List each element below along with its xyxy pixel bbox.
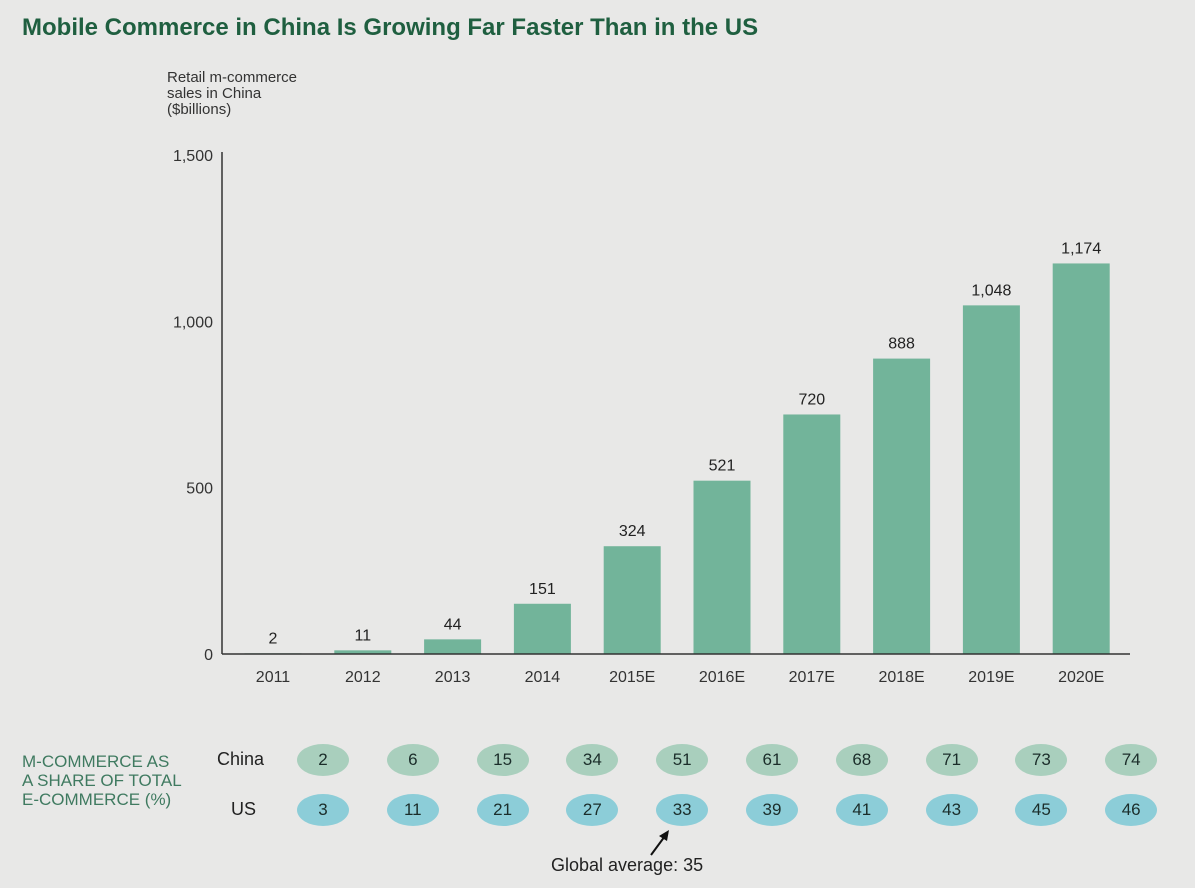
share-pill-china: 6 (386, 744, 439, 776)
share-pill-us: 33 (656, 794, 709, 826)
share-pill-china: 34 (566, 744, 619, 776)
bar-2014 (513, 603, 571, 654)
y-tick-label: 500 (186, 481, 213, 498)
bar-2017E (783, 414, 841, 654)
share-pill-us: 11 (386, 794, 439, 826)
bar-2016E (693, 480, 751, 654)
share-pill-china: 61 (746, 744, 798, 776)
data-label: 44 (444, 616, 462, 633)
y-tick-label: 0 (204, 647, 213, 664)
bar-2015E (603, 546, 661, 654)
data-label: 11 (354, 627, 371, 644)
share-pill-china: 2 (297, 744, 349, 776)
y-tick-label: 1,000 (173, 314, 213, 331)
data-label: 720 (798, 391, 825, 408)
x-tick-label: 2012 (345, 669, 381, 686)
x-tick-label: 2018E (878, 669, 924, 686)
share-pill-us: 45 (1015, 794, 1068, 826)
bar-2019E (962, 305, 1020, 654)
x-tick-label: 2019E (968, 669, 1014, 686)
share-pill-china: 15 (476, 744, 529, 776)
share-pill-us: 41 (835, 794, 888, 826)
y-tick-label: 1,500 (173, 148, 213, 165)
x-tick-label: 2015E (609, 669, 655, 686)
data-label: 2 (269, 630, 278, 647)
bar-2013 (424, 639, 482, 654)
share-pill-us: 27 (566, 794, 619, 826)
x-tick-label: 2020E (1058, 669, 1104, 686)
data-label: 151 (529, 581, 556, 598)
share-pill-china: 74 (1105, 744, 1158, 776)
share-pill-us: 46 (1105, 794, 1158, 826)
data-label: 324 (619, 523, 646, 540)
data-label: 888 (888, 336, 915, 353)
x-tick-label: 2011 (256, 669, 291, 686)
row-label-china: China (217, 749, 265, 769)
chart-title: Mobile Commerce in China Is Growing Far … (22, 14, 759, 41)
data-label: 1,048 (971, 282, 1011, 299)
bar-2018E (873, 358, 931, 654)
x-tick-label: 2017E (789, 669, 835, 686)
bar-chart: 0 500 1,000 1,500 2 11 44 151 324 521 720 888 1,048 1… (173, 148, 1130, 686)
x-tick-label: 2013 (435, 669, 471, 686)
data-label: 521 (709, 458, 736, 475)
y-axis-label: Retail m-commerce sales in China ($billi… (167, 69, 298, 118)
bar-2020E (1052, 263, 1110, 654)
row-label-us: US (231, 799, 257, 819)
x-tick-label: 2014 (525, 669, 561, 686)
share-pill-china: 71 (925, 744, 978, 776)
bar-2012 (334, 650, 392, 654)
global-average-annotation: Global average: 35 (551, 855, 704, 875)
share-pill-us: 43 (925, 794, 978, 826)
share-pill-china: 68 (835, 744, 888, 776)
share-pill-us: 3 (297, 794, 349, 826)
data-label: 1,174 (1061, 240, 1101, 257)
x-tick-label: 2016E (699, 669, 745, 686)
share-pill-china: 73 (1015, 744, 1068, 776)
share-pill-us: 39 (746, 794, 798, 826)
share-pill-china: 51 (656, 744, 709, 776)
share-table-label: M-COMMERCE AS A SHARE OF TOTAL E-COMMERC… (22, 752, 182, 809)
share-pill-us: 21 (476, 794, 529, 826)
